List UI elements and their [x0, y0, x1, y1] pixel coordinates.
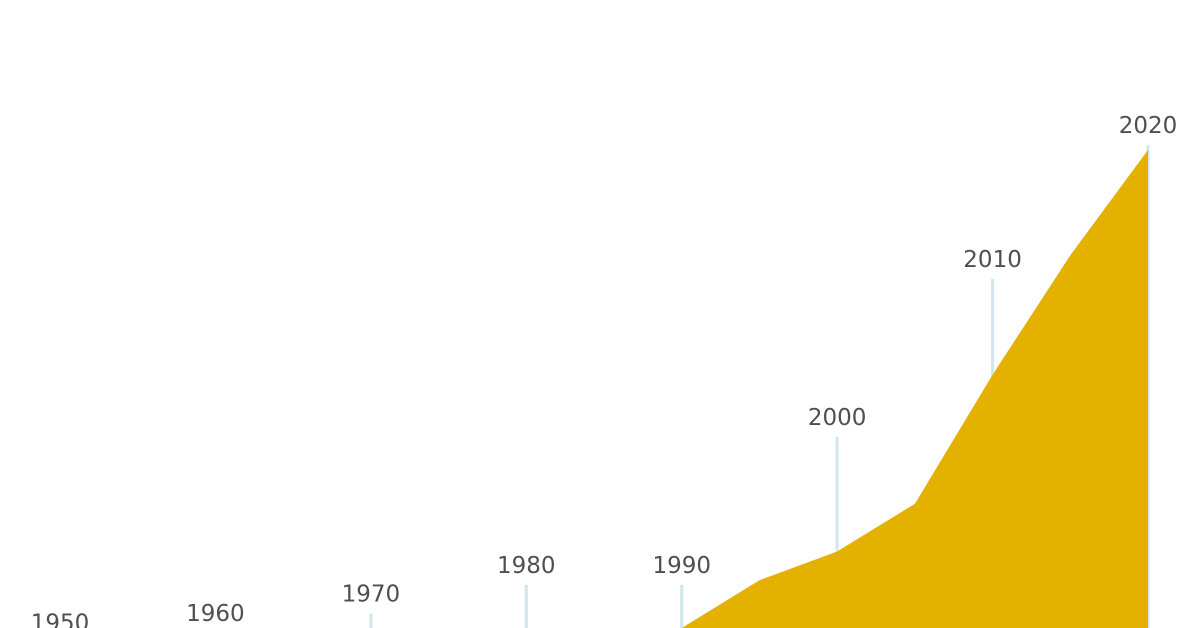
year-label-1980: 1980	[497, 553, 556, 579]
year-label-1990: 1990	[652, 553, 711, 579]
year-labels: 1950 1960 1970 1980 1990 2000 2010 2020	[31, 113, 1178, 628]
year-label-2020: 2020	[1119, 113, 1178, 139]
year-label-1960: 1960	[186, 601, 245, 627]
year-label-2010: 2010	[963, 247, 1022, 273]
year-label-1950: 1950	[31, 610, 90, 628]
area-series	[60, 150, 1148, 628]
year-label-2000: 2000	[808, 405, 867, 431]
year-label-1970: 1970	[342, 582, 401, 608]
